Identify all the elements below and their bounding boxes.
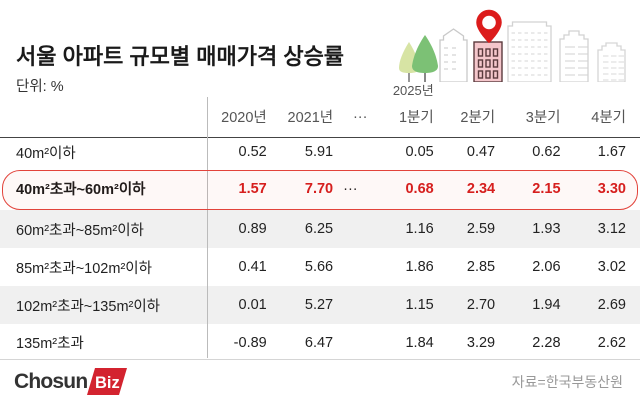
svg-text:Biz: Biz bbox=[95, 374, 120, 392]
